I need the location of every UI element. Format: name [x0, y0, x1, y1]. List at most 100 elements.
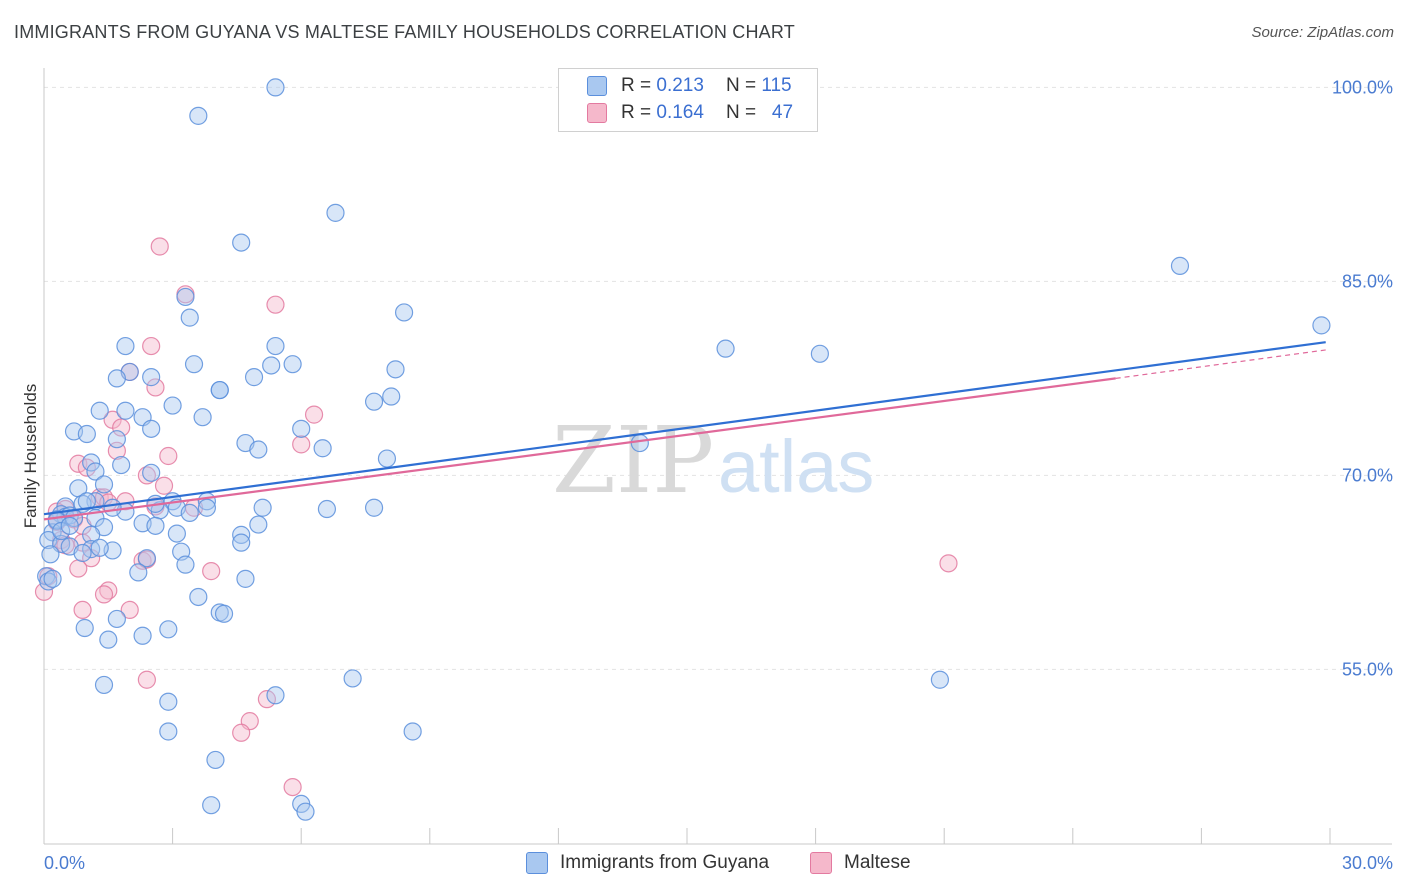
data-point-guyana [90, 538, 109, 557]
data-point-guyana [41, 545, 60, 564]
data-point-guyana [176, 287, 195, 307]
data-point-maltese [202, 562, 221, 581]
gridlines [44, 86, 1392, 670]
data-point-guyana [99, 630, 118, 649]
bottom-legend-maltese: Maltese [810, 852, 911, 874]
data-point-guyana [232, 533, 251, 552]
data-point-guyana [1312, 316, 1331, 335]
data-point-guyana [94, 475, 114, 494]
y-tick-label: 55.0% [1342, 659, 1393, 679]
data-point-guyana [249, 440, 268, 459]
series-guyana [37, 78, 1331, 821]
data-point-guyana [116, 401, 135, 420]
data-point-guyana [146, 516, 165, 535]
data-point-guyana [129, 563, 148, 582]
legend-r-label: R = [621, 75, 652, 96]
data-point-maltese [292, 435, 311, 454]
data-point-guyana [313, 439, 332, 458]
data-point-maltese [159, 446, 178, 466]
data-point-guyana [232, 233, 251, 252]
data-point-maltese [69, 454, 88, 473]
data-point-maltese [304, 405, 324, 424]
data-point-guyana [159, 692, 178, 711]
data-point-guyana [296, 802, 315, 821]
data-point-guyana [377, 449, 397, 468]
data-point-guyana [163, 396, 182, 415]
data-point-guyana [142, 419, 161, 438]
legend-n-value: 47 [771, 102, 794, 123]
bottom-legend-label: Immigrants from Guyana [560, 852, 770, 873]
data-point-guyana [197, 498, 216, 517]
data-point-maltese [939, 554, 958, 573]
legend: R = 0.213 N = 115 R = 0.164 N = 47 [558, 68, 818, 132]
data-point-guyana [90, 401, 109, 420]
data-point-maltese [112, 418, 131, 437]
data-point-maltese [232, 723, 251, 742]
legend-n-value: 115 [761, 75, 792, 96]
watermark-zip: ZIP [552, 407, 714, 514]
data-point-guyana [193, 408, 212, 427]
data-point-guyana [364, 498, 384, 517]
data-point-guyana [159, 620, 178, 639]
data-point-guyana [266, 336, 285, 356]
bottom-legend: Immigrants from Guyana Maltese [0, 852, 1406, 878]
data-point-guyana [249, 515, 268, 534]
data-point-maltese [257, 690, 277, 709]
data-point-guyana [210, 380, 229, 400]
bottom-legend-swatch-pink [810, 852, 832, 874]
data-point-guyana [137, 549, 156, 568]
y-tick-label: 70.0% [1342, 465, 1393, 485]
data-point-guyana [244, 368, 264, 387]
data-point-guyana [386, 360, 405, 379]
data-point-guyana [236, 569, 255, 588]
legend-n-label: N = [725, 75, 757, 96]
data-point-guyana [206, 750, 225, 770]
data-point-guyana [232, 525, 251, 544]
data-point-guyana [214, 604, 234, 623]
y-axis-label: Family Households [21, 384, 40, 529]
data-point-guyana [60, 516, 79, 535]
data-point-guyana [107, 430, 126, 449]
data-point-guyana [82, 453, 101, 472]
legend-row-maltese: R = 0.164 N = 47 [587, 100, 793, 126]
data-point-guyana [292, 419, 311, 438]
data-point-guyana [364, 392, 384, 411]
data-point-guyana [159, 722, 178, 741]
data-point-guyana [180, 308, 199, 327]
data-point-guyana [77, 424, 96, 444]
data-point-maltese [146, 378, 165, 397]
y-tick-label: 85.0% [1342, 271, 1393, 291]
x-tick-label: 30.0% [1342, 853, 1393, 873]
data-point-guyana [103, 498, 122, 517]
data-point-guyana [810, 344, 829, 363]
trend-line-maltese-extension [1115, 349, 1326, 379]
data-point-maltese [73, 600, 92, 620]
data-point-guyana [133, 626, 152, 645]
data-point-guyana [930, 670, 950, 689]
data-point-guyana [403, 722, 422, 741]
data-point-maltese [142, 336, 161, 356]
data-point-guyana [317, 499, 337, 519]
chart-title: IMMIGRANTS FROM GUYANA VS MALTESE FAMILY… [14, 22, 795, 42]
data-point-guyana [266, 78, 285, 97]
legend-r-value: 0.213 [656, 75, 704, 96]
data-point-guyana [253, 498, 272, 517]
data-point-guyana [112, 455, 131, 475]
data-point-guyana [326, 203, 345, 222]
data-point-guyana [262, 356, 281, 375]
y-tick-label: 100.0% [1332, 77, 1393, 97]
data-point-guyana [116, 336, 135, 356]
data-point-guyana [142, 368, 161, 387]
legend-n-label: N = [725, 102, 757, 123]
legend-r-label: R = [621, 102, 652, 123]
data-point-guyana [107, 369, 126, 388]
data-point-guyana [167, 524, 186, 543]
data-point-guyana [82, 525, 101, 544]
trend-line-guyana [43, 341, 1326, 516]
data-point-guyana [142, 463, 161, 482]
x-tick-label: 0.0% [44, 853, 85, 873]
legend-row-guyana: R = 0.213 N = 115 [587, 73, 792, 99]
data-point-maltese [154, 476, 174, 495]
data-point-guyana [189, 587, 208, 607]
